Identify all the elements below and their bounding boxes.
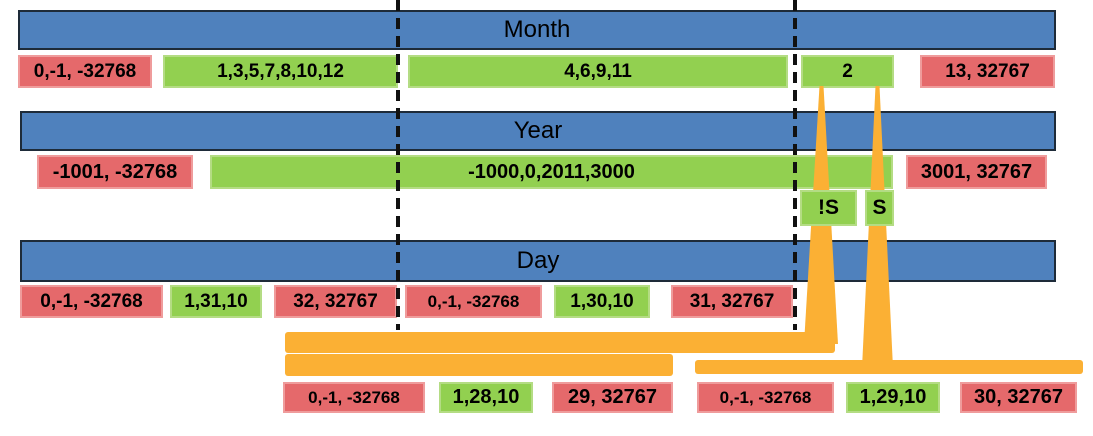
- year-invalid-low-label: -1001, -32768: [52, 160, 178, 183]
- feb-leap-invalid-high-label: 30, 32767: [974, 386, 1063, 408]
- day30-invalid-low-label: 0,-1, -32768: [427, 291, 520, 311]
- year-title: Year: [513, 117, 563, 144]
- day31-invalid-low-box: 0,-1, -32768: [20, 285, 163, 318]
- leap-year-box: S: [865, 190, 894, 226]
- month-valid-31day-label: 1,3,5,7,8,10,12: [217, 60, 344, 82]
- month-valid-31day-box: 1,3,5,7,8,10,12: [163, 55, 398, 88]
- year-invalid-high-label: 3001, 32767: [920, 160, 1033, 183]
- month-invalid-low-label: 0,-1, -32768: [33, 60, 137, 82]
- month-valid-february-label: 2: [842, 60, 853, 82]
- month-valid-february-box: 2: [801, 55, 894, 88]
- not-leap-year-box: !S: [800, 190, 857, 226]
- feb-notleap-invalid-low-label: 0,-1, -32768: [308, 387, 400, 407]
- month-invalid-high-box: 13, 32767: [920, 55, 1055, 88]
- partition-divider-left: [396, 0, 400, 330]
- month-bar: Month: [18, 10, 1056, 50]
- feb-notleap-invalid-high-label: 29, 32767: [568, 386, 657, 408]
- month-invalid-high-label: 13, 32767: [945, 60, 1030, 82]
- feb-notleap-valid-box: 1,28,10: [439, 382, 533, 413]
- month-valid-30day-label: 4,6,9,11: [564, 60, 632, 82]
- february-leap-rail: [695, 360, 1083, 374]
- day30-invalid-high-label: 31, 32767: [689, 290, 775, 312]
- month-valid-30day-box: 4,6,9,11: [408, 55, 788, 88]
- partition-divider-right: [793, 0, 797, 330]
- feb-leap-valid-label: 1,29,10: [859, 386, 927, 408]
- day31-valid-box: 1,31,10: [170, 285, 262, 318]
- leap-year-label: S: [872, 196, 887, 219]
- feb-notleap-invalid-high-box: 29, 32767: [552, 382, 673, 413]
- year-bar: Year: [20, 111, 1056, 151]
- year-valid-box: -1000,0,2011,3000: [210, 155, 893, 189]
- year-invalid-high-box: 3001, 32767: [906, 155, 1047, 189]
- feb-leap-invalid-high-box: 30, 32767: [960, 382, 1077, 413]
- day31-invalid-low-label: 0,-1, -32768: [40, 290, 143, 312]
- day31-valid-label: 1,31,10: [184, 290, 248, 312]
- day-bar: Day: [20, 240, 1056, 282]
- month-title: Month: [503, 16, 571, 43]
- year-valid-label: -1000,0,2011,3000: [468, 160, 635, 183]
- february-not-leap-rail: [285, 354, 673, 376]
- day-title: Day: [516, 247, 560, 274]
- day31-invalid-high-box: 32, 32767: [274, 285, 397, 318]
- feb-leap-valid-box: 1,29,10: [846, 382, 940, 413]
- feb-notleap-valid-label: 1,28,10: [452, 386, 520, 408]
- feb-notleap-invalid-low-box: 0,-1, -32768: [283, 382, 425, 413]
- month-invalid-low-box: 0,-1, -32768: [18, 55, 152, 88]
- day30-valid-box: 1,30,10: [554, 285, 650, 318]
- not-leap-year-label: !S: [818, 196, 839, 219]
- feb-leap-invalid-low-box: 0,-1, -32768: [697, 382, 834, 413]
- day30-invalid-low-box: 0,-1, -32768: [405, 285, 542, 318]
- day30-invalid-high-box: 31, 32767: [671, 285, 793, 318]
- year-invalid-low-box: -1001, -32768: [37, 155, 193, 189]
- not-leap-connector-arm: [285, 332, 835, 353]
- day31-invalid-high-label: 32, 32767: [293, 290, 378, 312]
- day30-valid-label: 1,30,10: [570, 290, 634, 312]
- feb-leap-invalid-low-label: 0,-1, -32768: [719, 387, 812, 407]
